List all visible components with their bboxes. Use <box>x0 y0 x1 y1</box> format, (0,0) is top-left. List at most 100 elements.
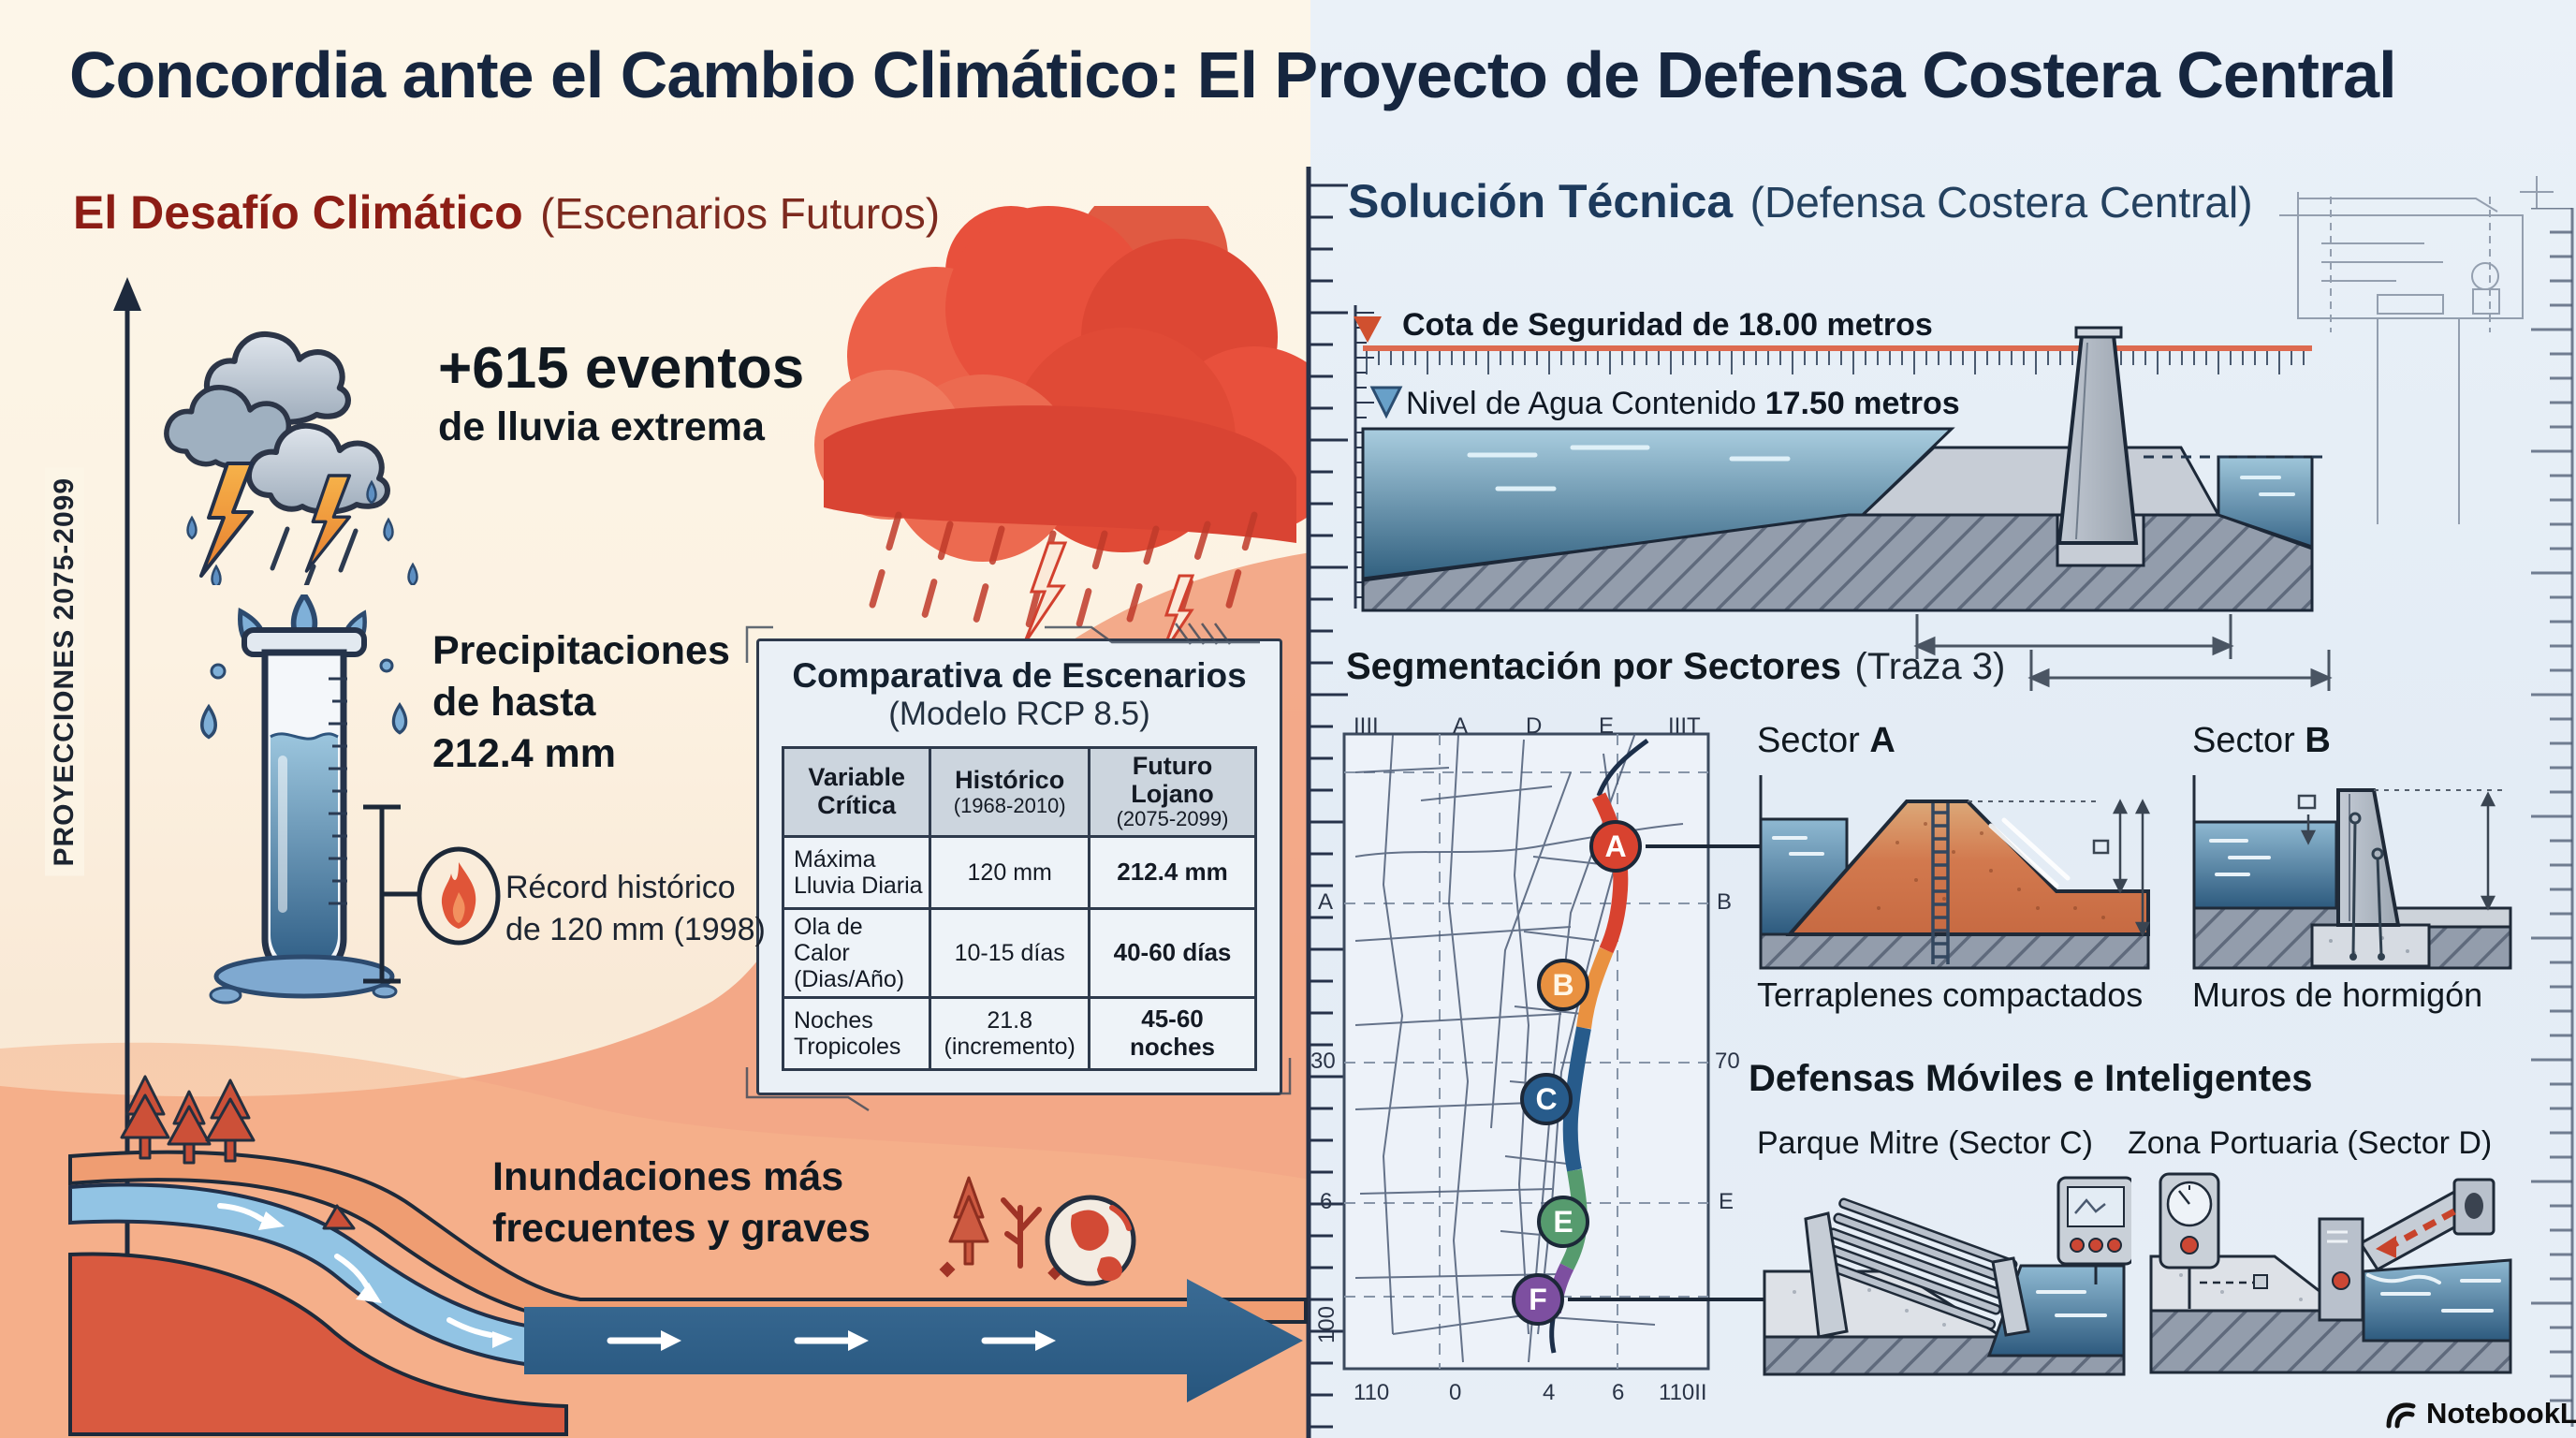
precipitation-stat: Precipitaciones de hasta 212.4 mm <box>432 625 730 780</box>
map-label-bottom-4: 110II <box>1659 1380 1707 1405</box>
sector-a-title-letter: A <box>1869 721 1895 760</box>
map-label-right-1: 70 <box>1715 1049 1740 1074</box>
flood-line-2: frecuentes y graves <box>492 1206 871 1252</box>
map-label-top-0: IIII <box>1354 713 1379 739</box>
notebooklm-watermark: NotebookLM <box>2385 1397 2576 1431</box>
sectors-section-heading: Segmentación por Sectores (Traza 3) <box>1346 646 2005 688</box>
map-label-right-0: B <box>1717 889 1733 915</box>
sector-a-title-text: Sector <box>1757 721 1860 760</box>
col2-label: Histórico <box>955 765 1065 794</box>
map-label-left-2: 6 <box>1320 1189 1333 1214</box>
map-badge-sector-b: B <box>1537 959 1589 1011</box>
cell-historic: 120 mm <box>929 834 1090 910</box>
extreme-rain-caption: de lluvia extrema <box>438 404 765 449</box>
sector-b-title-text: Sector <box>2192 721 2295 760</box>
map-badge-sector-c: C <box>1520 1073 1573 1125</box>
challenge-heading-subtext: (Escenarios Futuros) <box>540 189 941 238</box>
map-label-right-2: E <box>1719 1189 1734 1214</box>
map-label-bottom-3: 6 <box>1612 1380 1625 1405</box>
mobile-defenses-heading: Defensas Móviles e Inteligentes <box>1749 1058 2313 1099</box>
flood-line-1: Inundaciones más <box>492 1154 844 1199</box>
solution-heading-text: Solución Técnica <box>1348 175 1734 227</box>
col3-sub: (2075-2099) <box>1116 807 1229 831</box>
coastal-defense-cross-section <box>1354 305 2333 691</box>
solution-heading-subtext: (Defensa Costera Central) <box>1749 178 2253 227</box>
cell-future: 40-60 días <box>1088 906 1257 999</box>
river-flood-illustration <box>68 1075 1308 1436</box>
map-label-left-0: A <box>1318 889 1334 915</box>
map-label-left-1: 30 <box>1310 1049 1336 1074</box>
defense-d-port-gate-diagram <box>2149 1172 2512 1374</box>
map-label-bottom-0: 110 <box>1354 1380 1390 1405</box>
cell-variable: Ola de Calor (Dias/Año) <box>781 906 932 999</box>
sector-b-caption: Muros de hormigón <box>2192 976 2483 1014</box>
map-label-top-3: E <box>1599 713 1615 739</box>
cell-variable: Noches Tropicoles <box>781 995 932 1071</box>
cell-historic: 21.8 (incremento) <box>929 995 1090 1071</box>
defense-d-label: Zona Portuaria (Sector D) <box>2128 1125 2493 1161</box>
historic-record-note: Récord histórico de 120 mm (1998) <box>505 867 766 951</box>
table-row: Ola de Calor (Dias/Año) 10-15 días 40-60… <box>781 906 1257 999</box>
table-row: Máxima Lluvia Diaria 120 mm 212.4 mm <box>781 834 1257 910</box>
right-edge-ruler <box>2531 208 2574 1427</box>
map-label-top-1: A <box>1453 713 1469 739</box>
storm-cloud-icon <box>164 331 418 585</box>
map-label-left-3: 100 <box>1314 1306 1339 1344</box>
record-line-1: Récord histórico <box>505 870 736 905</box>
challenge-heading-text: El Desafío Climático <box>73 186 523 239</box>
defense-c-label: Parque Mitre (Sector C) <box>1757 1125 2093 1161</box>
record-line-2: de 120 mm (1998) <box>505 911 766 947</box>
scenario-comparison-table: Variable Crítica Histórico (1968-2010) F… <box>781 746 1257 1071</box>
sector-b-title: Sector B <box>2192 721 2331 761</box>
rain-gauge-test-tube-icon <box>200 594 408 1005</box>
notebooklm-logo-icon <box>2386 1402 2416 1429</box>
sectors-heading-text: Segmentación por Sectores <box>1346 646 1842 687</box>
blueprint-sketch-decoration <box>2279 176 2554 524</box>
historic-record-flame-icon <box>363 804 501 984</box>
cell-historic: 10-15 días <box>929 906 1090 999</box>
column-header-historic: Histórico (1968-2010) <box>929 746 1090 838</box>
sector-b-title-letter: B <box>2305 721 2331 760</box>
red-storm-clouds-decoration <box>814 206 1310 658</box>
solution-section-heading: Solución Técnica (Defensa Costera Centra… <box>1348 174 2253 228</box>
precipitation-line-3: 212.4 mm <box>432 731 617 777</box>
safety-level-label: Cota de Seguridad de 18.00 metros <box>1402 307 1933 343</box>
projection-axis-label: PROYECCIONES 2075-2099 <box>45 468 84 876</box>
sector-a-embankment-diagram <box>1759 775 2150 970</box>
map-label-top-2: D <box>1526 713 1543 739</box>
col2-sub: (1968-2010) <box>953 793 1066 817</box>
notebooklm-label: NotebookLM <box>2426 1397 2576 1430</box>
col3-label: Futuro Lojano <box>1131 752 1214 808</box>
sector-a-caption: Terraplenes compactados <box>1757 976 2144 1014</box>
water-level-text: Nivel de Agua Contenido <box>1406 386 1757 421</box>
column-header-future: Futuro Lojano (2075-2099) <box>1088 746 1257 838</box>
comparison-table-subtitle: (Modelo RCP 8.5) <box>888 696 1150 732</box>
cell-variable: Máxima Lluvia Diaria <box>781 834 932 910</box>
precipitation-line-1: Precipitaciones <box>432 628 730 673</box>
map-badge-sector-a: A <box>1589 820 1642 873</box>
center-divider-ruler <box>1306 167 1348 1438</box>
scenario-comparison-card: Comparativa de Escenarios (Modelo RCP 8.… <box>756 638 1282 1095</box>
map-badge-sector-f: F <box>1512 1273 1564 1326</box>
comparison-table-title: Comparativa de Escenarios <box>792 656 1247 695</box>
precipitation-line-2: de hasta <box>432 680 596 726</box>
map-badge-sector-e: E <box>1537 1196 1589 1248</box>
card-corner-accents <box>745 623 1292 1112</box>
sector-b-wall-diagram <box>2192 775 2512 970</box>
cell-future: 45-60 noches <box>1088 995 1257 1071</box>
col1-label: Variable Crítica <box>808 763 905 819</box>
map-label-top-4: IIIT <box>1668 713 1701 739</box>
sector-map <box>1342 732 1814 1371</box>
table-row: Noches Tropicoles 21.8 (incremento) 45-6… <box>781 995 1257 1071</box>
page-title: Concordia ante el Cambio Climático: El P… <box>69 38 2397 111</box>
water-level-label: Nivel de Agua Contenido 17.50 metros <box>1406 386 1960 422</box>
sector-a-title: Sector A <box>1757 721 1895 761</box>
water-level-value: 17.50 metros <box>1764 386 1960 421</box>
map-label-bottom-2: 4 <box>1543 1380 1556 1405</box>
column-header-variable: Variable Crítica <box>781 746 932 838</box>
sectors-heading-subtext: (Traza 3) <box>1854 646 2006 687</box>
map-label-bottom-1: 0 <box>1449 1380 1462 1405</box>
challenge-section-heading: El Desafío Climático (Escenarios Futuros… <box>73 185 940 240</box>
extreme-rain-stat: +615 eventos <box>438 336 805 401</box>
